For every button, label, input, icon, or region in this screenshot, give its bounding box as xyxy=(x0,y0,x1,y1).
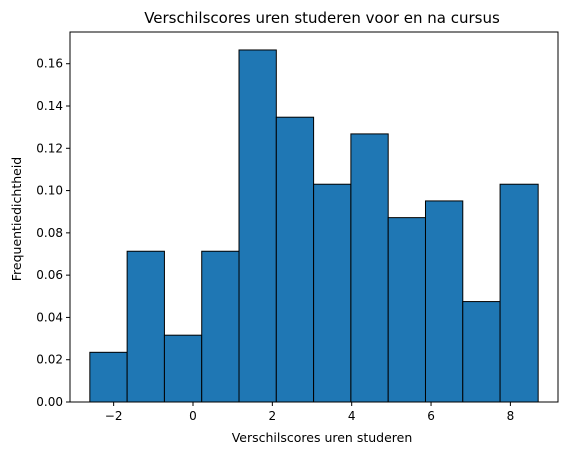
x-tick-label: 2 xyxy=(269,409,277,423)
histogram-bar-8 xyxy=(350,133,389,403)
y-tick-label: 0.02 xyxy=(36,353,63,367)
y-tick-label: 0.08 xyxy=(36,226,63,240)
histogram-bar-11 xyxy=(462,301,501,403)
y-tick-label: 0.10 xyxy=(36,184,63,198)
x-tick-label: −2 xyxy=(105,409,123,423)
y-tick-label: 0.12 xyxy=(36,141,63,155)
histogram-bar-2 xyxy=(126,250,165,403)
histogram-bar-9 xyxy=(387,217,426,403)
x-axis-label: Verschilscores uren studeren xyxy=(232,430,413,445)
x-tick-label: 4 xyxy=(348,409,356,423)
plot-frame xyxy=(69,31,559,403)
y-tick-label: 0.14 xyxy=(36,99,63,113)
histogram-bar-5 xyxy=(238,49,277,403)
y-axis-ticks: 0.00 0.02 0.04 0.06 0.08 0.10 0.12 0.14 0.16 xyxy=(36,57,70,409)
y-tick-label: 0.00 xyxy=(36,395,63,409)
x-tick-label: 0 xyxy=(189,409,197,423)
x-tick-label: 8 xyxy=(507,409,515,423)
histogram-bar-4 xyxy=(201,250,240,403)
histogram-bar-3 xyxy=(163,334,203,403)
x-axis-ticks: −2 0 2 4 6 8 xyxy=(105,402,514,423)
bars-group xyxy=(89,49,539,403)
histogram-bar-7 xyxy=(313,183,352,403)
histogram-bar-12 xyxy=(499,183,539,403)
y-tick-label: 0.16 xyxy=(36,57,63,71)
histogram-bar-6 xyxy=(275,116,315,403)
histogram-bar-1 xyxy=(89,351,128,403)
chart-title: Verschilscores uren studeren voor en na … xyxy=(144,9,500,27)
y-tick-label: 0.04 xyxy=(36,310,63,324)
y-tick-label: 0.06 xyxy=(36,268,63,282)
x-tick-label: 6 xyxy=(427,409,435,423)
y-axis-label: Frequentiedichtheid xyxy=(9,157,24,282)
histogram-bar-10 xyxy=(424,200,464,403)
